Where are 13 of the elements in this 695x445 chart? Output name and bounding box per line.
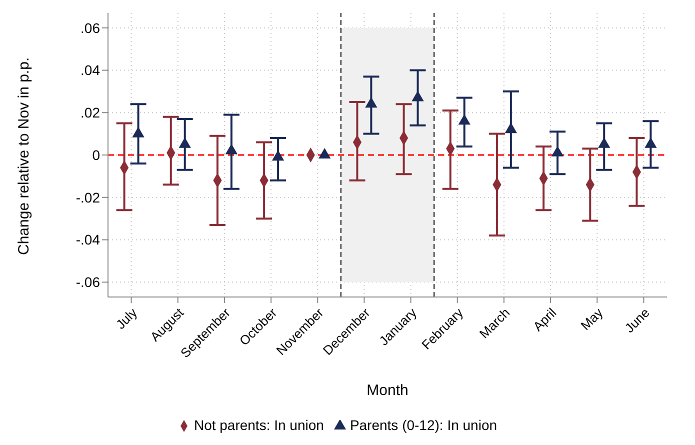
y-tick-label: -.04 (76, 232, 100, 248)
x-tick-label: July (112, 304, 140, 332)
y-tick-label: 0 (92, 146, 100, 163)
y-tick-label: .04 (80, 62, 100, 78)
legend-label: Not parents: In union (194, 417, 324, 433)
x-tick-label: May (578, 304, 606, 334)
y-tick-label: .06 (80, 20, 100, 36)
x-axis-title: Month (366, 382, 408, 399)
y-axis-title: Change relative to Nov in p.p. (15, 57, 32, 255)
legend-label: Parents (0-12): In union (350, 417, 498, 433)
y-tick-label: -.02 (76, 189, 100, 206)
y-tick-label: -.06 (76, 274, 100, 290)
y-tick-label: .02 (80, 104, 100, 121)
